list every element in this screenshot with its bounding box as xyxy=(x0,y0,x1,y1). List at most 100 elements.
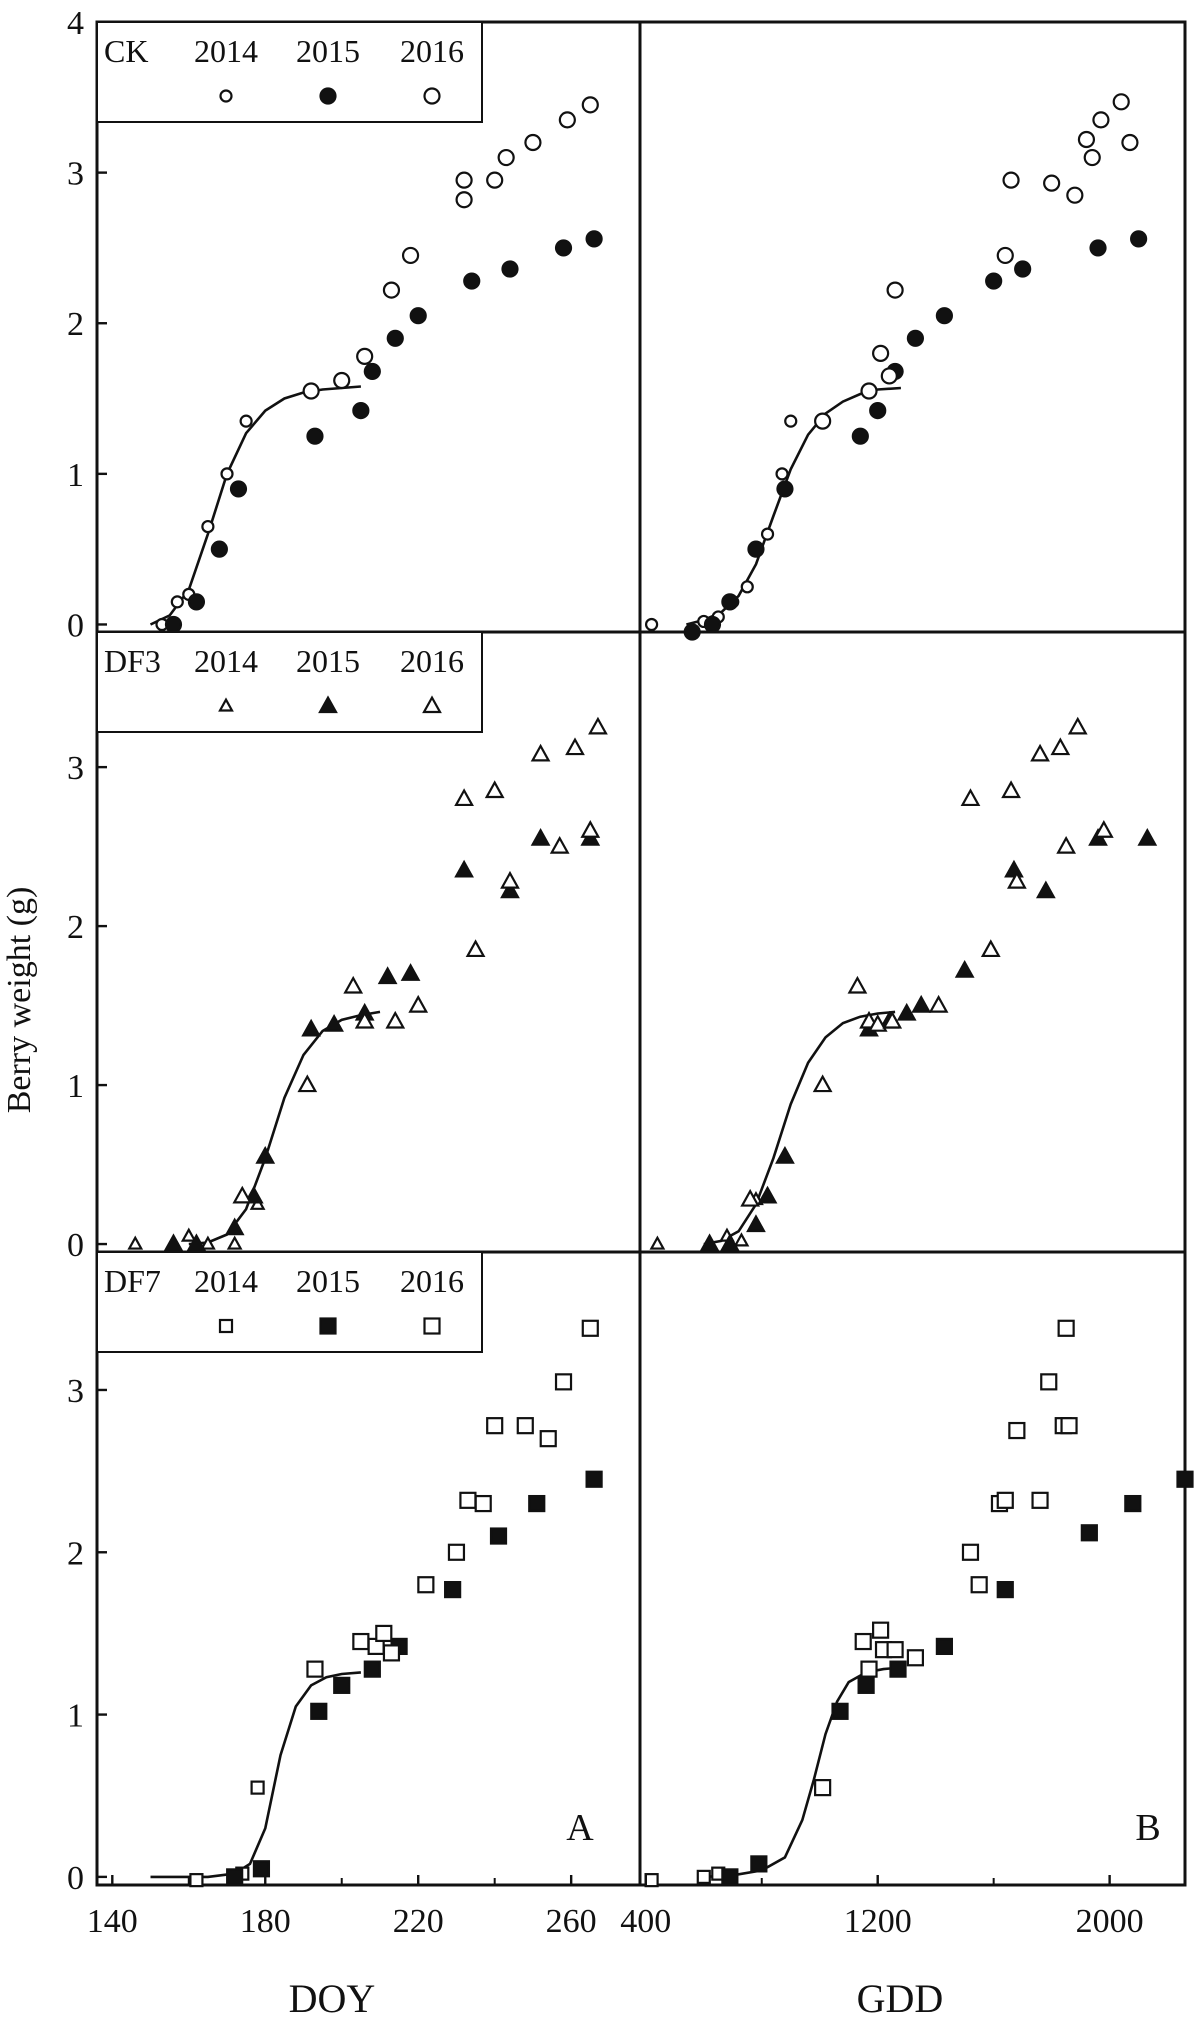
data-point-2016 xyxy=(814,412,832,430)
x-axis-label-gdd: GDD xyxy=(857,1976,944,2021)
data-point-2016 xyxy=(1067,716,1088,735)
data-point-2015 xyxy=(954,959,975,978)
series-ck-gdd-2014 xyxy=(644,414,798,632)
data-point-2015 xyxy=(1080,1524,1098,1542)
y-tick-label: 0 xyxy=(67,607,84,644)
legend-df3: DF3 2014 2015 2016 xyxy=(96,631,483,733)
data-point-2016 xyxy=(872,344,890,362)
data-point-2016 xyxy=(454,788,474,807)
data-point-2016 xyxy=(500,870,520,889)
legend-year-2016: 2016 xyxy=(400,33,464,69)
data-point-2015 xyxy=(528,1494,546,1513)
data-point-2016 xyxy=(740,1188,761,1207)
data-point-2015 xyxy=(333,1676,351,1694)
data-point-2016 xyxy=(1008,1421,1026,1440)
data-point-2015 xyxy=(163,1233,184,1252)
y-tick-label: 1 xyxy=(67,457,84,494)
data-point-2016 xyxy=(232,1185,253,1204)
data-point-2016 xyxy=(847,975,868,994)
legend-marker-2015 xyxy=(319,87,337,105)
data-point-2016 xyxy=(854,1632,872,1651)
data-point-2016 xyxy=(408,994,429,1013)
data-point-2015 xyxy=(363,362,381,381)
data-point-2016 xyxy=(354,1010,375,1029)
data-point-2015 xyxy=(310,1702,328,1720)
data-point-2015 xyxy=(386,329,404,347)
data-point-2015 xyxy=(721,1868,739,1886)
data-point-2015 xyxy=(306,427,324,445)
data-point-2016 xyxy=(516,1417,534,1435)
series-df7-gdd-2015 xyxy=(721,1470,1194,1886)
data-point-2016 xyxy=(880,367,898,385)
legend-marker-2016 xyxy=(423,87,441,105)
data-point-2016 xyxy=(565,737,585,756)
data-point-2016 xyxy=(382,1644,401,1662)
data-point-2015 xyxy=(906,329,924,347)
panel-label-a: A xyxy=(566,1807,594,1849)
data-point-2014 xyxy=(733,1232,750,1247)
data-point-2015 xyxy=(746,1214,766,1233)
data-point-2015 xyxy=(444,1580,462,1599)
data-point-2015 xyxy=(935,1637,953,1656)
data-point-2016 xyxy=(455,171,473,189)
legend-year-2016: 2016 xyxy=(400,1263,464,1299)
data-point-2014 xyxy=(250,1780,265,1795)
data-point-2014 xyxy=(127,1235,144,1250)
legend-year-2016: 2016 xyxy=(400,643,464,679)
data-point-2015 xyxy=(463,272,481,290)
legends: CK 2014 2015 2016 DF3 2014 2015 2016 DF7 2014 2015… xyxy=(96,21,483,1353)
data-point-2016 xyxy=(447,1543,466,1561)
x-tick-label: 400 xyxy=(620,1903,671,1940)
legend-treatment: CK xyxy=(104,33,148,69)
legend-year-2015: 2015 xyxy=(296,1263,360,1299)
fit-curve-df3-doy xyxy=(188,1010,381,1246)
data-point-2014 xyxy=(696,1869,711,1884)
series-ck-doy-2014 xyxy=(155,414,253,632)
data-point-2016 xyxy=(1050,737,1071,756)
data-point-2015 xyxy=(255,1145,276,1164)
data-point-2016 xyxy=(970,1576,988,1594)
data-point-2015 xyxy=(831,1702,849,1720)
data-point-2015 xyxy=(757,1185,778,1204)
data-point-2015 xyxy=(363,1660,381,1678)
data-point-2016 xyxy=(486,1417,504,1435)
x-tick-label: 180 xyxy=(240,1903,291,1940)
data-point-2015 xyxy=(1176,1470,1194,1488)
data-point-2016 xyxy=(554,1373,573,1391)
data-point-2014 xyxy=(644,1873,659,1888)
data-point-2016 xyxy=(996,1491,1014,1509)
data-point-2015 xyxy=(489,1527,508,1545)
data-point-2015 xyxy=(935,307,953,325)
data-point-2016 xyxy=(1066,186,1084,204)
data-point-2015 xyxy=(985,272,1003,290)
legend-year-2014: 2014 xyxy=(194,643,258,679)
data-point-2016 xyxy=(814,1779,832,1797)
data-point-2015 xyxy=(186,1233,207,1252)
data-point-2015 xyxy=(243,1185,264,1204)
y-tick-label: 0 xyxy=(67,1860,84,1897)
x-tick-label: 260 xyxy=(546,1903,597,1940)
data-point-2016 xyxy=(333,371,351,390)
data-point-2016 xyxy=(1057,1319,1075,1337)
data-point-2014 xyxy=(170,595,184,609)
data-point-2016 xyxy=(867,1014,888,1032)
data-point-2016 xyxy=(1043,174,1061,192)
data-point-2014 xyxy=(775,467,789,481)
data-point-2016 xyxy=(385,1010,406,1029)
legend-treatment: DF7 xyxy=(104,1263,161,1299)
data-point-2014 xyxy=(760,527,775,541)
data-point-2016 xyxy=(581,1319,599,1337)
data-point-2016 xyxy=(980,939,1001,958)
data-point-2016 xyxy=(382,281,401,299)
fit-curve-df3-gdd xyxy=(703,1010,896,1246)
data-point-2015 xyxy=(377,966,398,985)
data-point-2016 xyxy=(1083,148,1101,167)
x-tick-label: 140 xyxy=(87,1903,138,1940)
data-point-2016 xyxy=(580,820,601,838)
legend-marker-2015 xyxy=(319,1317,337,1335)
data-point-2015 xyxy=(210,540,228,558)
data-point-2016 xyxy=(906,1649,924,1667)
data-point-2015 xyxy=(187,593,206,611)
data-point-2014 xyxy=(740,580,754,594)
